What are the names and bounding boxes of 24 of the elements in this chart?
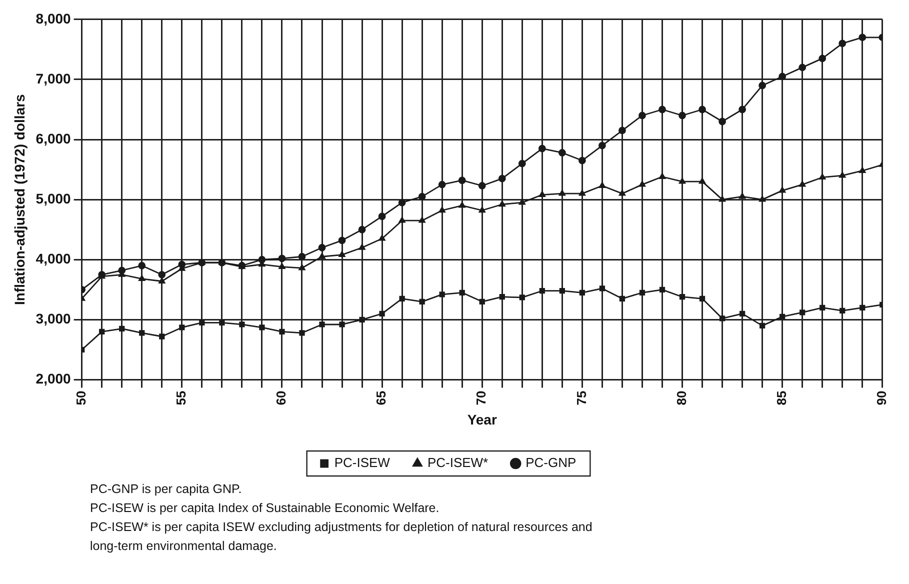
y-tick-label: 5,000: [36, 190, 72, 206]
x-tick-label: 80: [674, 390, 689, 406]
y-tick-label: 7,000: [36, 70, 72, 86]
x-tick-label: 90: [874, 390, 889, 406]
x-axis-title: Year: [467, 411, 498, 428]
y-tick-label: 2,000: [36, 370, 72, 387]
text: PC-ISEW is per capita Index of Sustainable Economic Welfare.: [90, 500, 440, 517]
y-tick-label: 3,000: [36, 310, 72, 327]
x-tick-label: 70: [474, 390, 489, 406]
y-tick-label: 6,000: [36, 130, 72, 146]
x-tick-label: 50: [73, 390, 88, 406]
y-axis-title: Inflation-adjusted (1972) dollars: [11, 94, 28, 305]
y-tick-label: 4,000: [36, 250, 72, 266]
text: PC-ISEW* is per capita ISEW excluding adjustments for depletion of natural resources and long-term environmental damage.: [90, 519, 594, 555]
x-tick-label: 85: [774, 390, 789, 406]
legend-label: PC-GNP: [526, 455, 576, 470]
legend-label: PC-ISEW*: [427, 455, 488, 470]
x-tick-label: 65: [374, 390, 389, 406]
x-tick-label: 75: [574, 390, 589, 406]
x-tick-label: 60: [274, 390, 289, 406]
x-tick-label: 55: [173, 390, 188, 406]
y-tick-label: 8,000: [36, 10, 72, 26]
legend-label: PC-ISEW: [334, 455, 391, 470]
text: PC-GNP is per capita GNP.: [90, 481, 243, 498]
